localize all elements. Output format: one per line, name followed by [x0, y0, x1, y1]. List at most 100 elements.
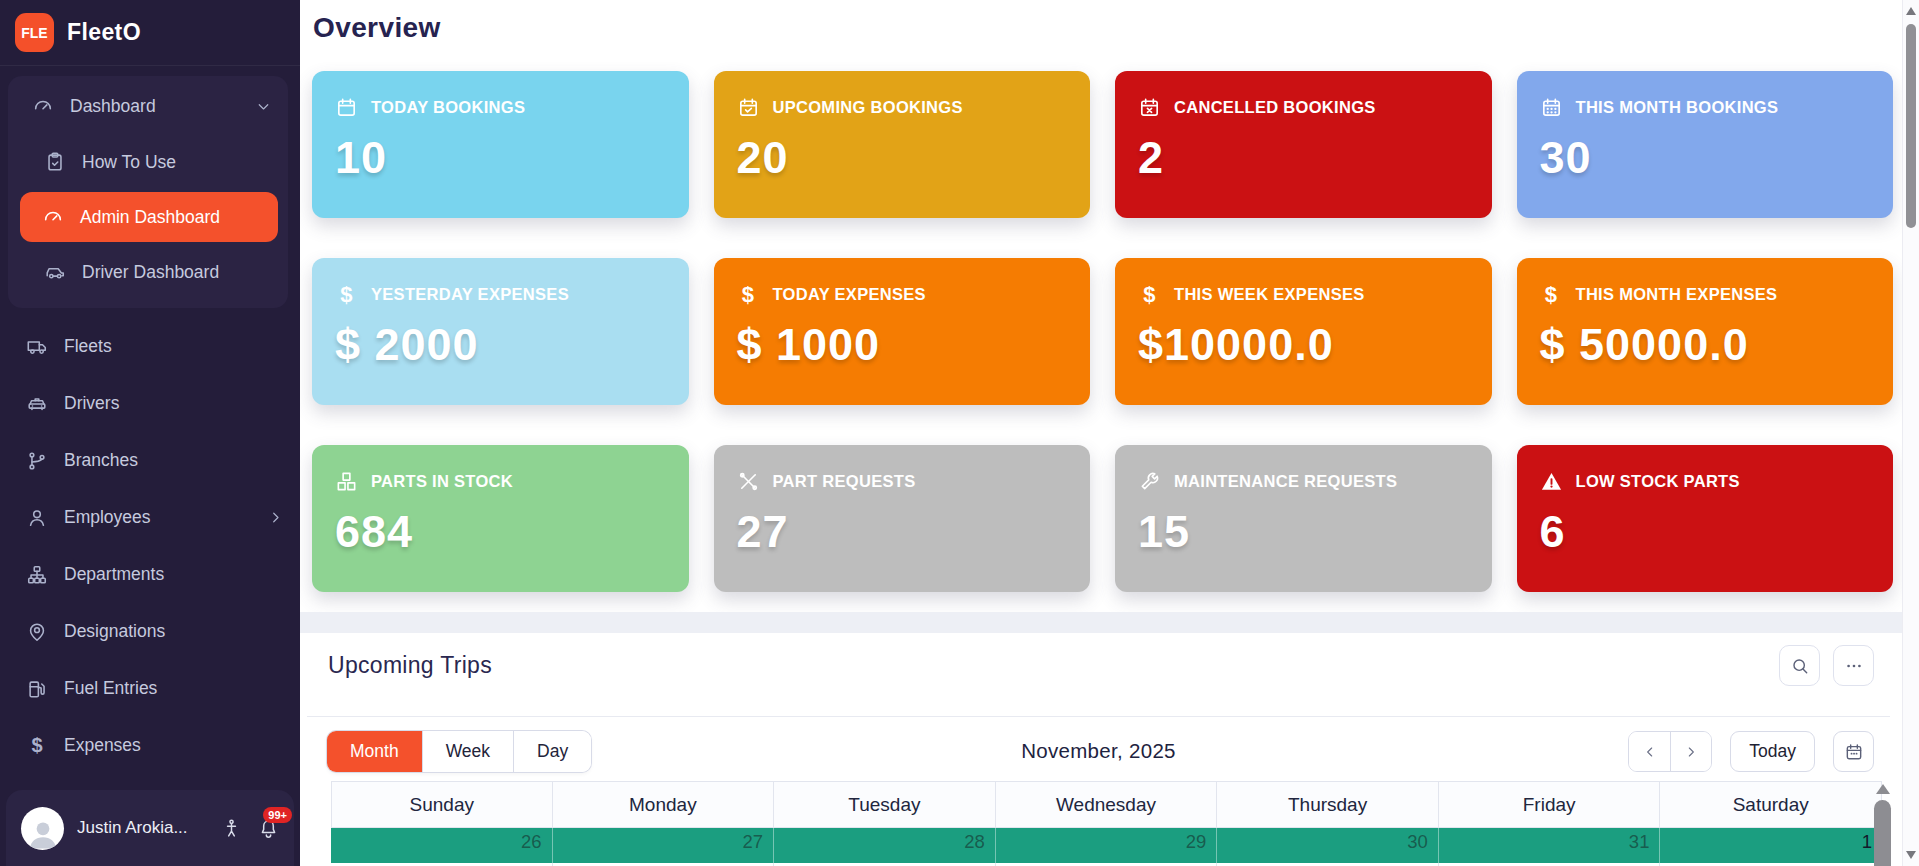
user-actions: 99+: [221, 818, 279, 839]
section-divider-band: [300, 612, 1902, 633]
card-value: 684: [335, 506, 666, 558]
sidebar: FLE FleetO Dashboard How To Use Admin Da…: [0, 0, 300, 866]
view-day-button[interactable]: Day: [513, 731, 591, 772]
dollar-icon: $: [1138, 283, 1161, 306]
org-chart-icon: [26, 564, 48, 586]
car-icon: [44, 261, 66, 283]
dollar-icon: $: [1540, 283, 1563, 306]
sidebar-item-employees[interactable]: Employees: [0, 489, 300, 546]
sidebar-item-label: Drivers: [64, 393, 284, 414]
sidebar-item-designations[interactable]: Designations: [0, 603, 300, 660]
sidebar-item-fuel-entries[interactable]: Fuel Entries: [0, 660, 300, 717]
page-scrollbar[interactable]: [1902, 0, 1919, 866]
sidebar-item-drivers[interactable]: Drivers: [0, 375, 300, 432]
card-label: MAINTENANCE REQUESTS: [1174, 472, 1397, 491]
card-value: 20: [737, 132, 1068, 184]
card-value: 2: [1138, 132, 1469, 184]
card-label: LOW STOCK PARTS: [1576, 472, 1740, 491]
trips-header-buttons: [1779, 645, 1874, 686]
calendar-picker-button[interactable]: [1833, 731, 1874, 772]
sidebar-item-label: Admin Dashboard: [80, 207, 262, 228]
sidebar-item-fleets[interactable]: Fleets: [0, 318, 300, 375]
calendar-nav-controls: Today: [1628, 731, 1874, 772]
view-week-button[interactable]: Week: [422, 731, 513, 772]
calendar-icon: [1844, 742, 1864, 762]
calendar-day-cell[interactable]: 29: [996, 828, 1218, 863]
card-value: $ 2000: [335, 319, 666, 371]
day-header: Saturday: [1660, 781, 1882, 828]
scrollbar-thumb[interactable]: [1906, 24, 1916, 228]
calendar-grid-icon: [1540, 96, 1563, 119]
card-today-expenses: $TODAY EXPENSES $ 1000: [714, 258, 1091, 405]
upcoming-trips-title: Upcoming Trips: [328, 652, 492, 679]
app-logo[interactable]: FLE: [15, 13, 54, 52]
chevron-right-icon: [267, 509, 284, 526]
sidebar-item-label: Branches: [64, 450, 284, 471]
tools-icon: [737, 470, 760, 493]
sidebar-user-panel[interactable]: Justin Arokia... 99+: [6, 790, 294, 866]
upcoming-trips-header: Upcoming Trips: [300, 633, 1902, 686]
upcoming-trips-panel: Upcoming Trips Month Week Day November, …: [300, 633, 1902, 866]
more-options-button[interactable]: [1833, 645, 1874, 686]
calendar-day-cell[interactable]: 27: [553, 828, 775, 863]
today-button[interactable]: Today: [1730, 731, 1815, 772]
search-button[interactable]: [1779, 645, 1820, 686]
scroll-up-arrow[interactable]: [1906, 7, 1916, 15]
dollar-icon: $: [737, 283, 760, 306]
main-content: Overview TODAY BOOKINGS 10 UPCOMING BOOK…: [300, 0, 1902, 866]
sidebar-item-label: Fuel Entries: [64, 678, 284, 699]
search-icon: [1790, 656, 1810, 676]
card-cancelled-bookings: CANCELLED BOOKINGS 2: [1115, 71, 1492, 218]
calendar-day-cell[interactable]: 1: [1660, 828, 1882, 863]
calendar-scrollbar[interactable]: [1872, 778, 1894, 866]
branch-icon: [26, 450, 48, 472]
card-low-stock-parts: LOW STOCK PARTS 6: [1517, 445, 1894, 592]
taxi-icon: [26, 393, 48, 415]
sidebar-item-driver-dashboard[interactable]: Driver Dashboard: [8, 244, 288, 300]
sidebar-item-how-to-use[interactable]: How To Use: [8, 134, 288, 190]
day-header: Monday: [553, 781, 775, 828]
day-header: Sunday: [331, 781, 553, 828]
sidebar-item-branches[interactable]: Branches: [0, 432, 300, 489]
avatar[interactable]: [21, 807, 64, 850]
sidebar-item-dashboard[interactable]: Dashboard: [8, 78, 288, 134]
calendar-day-cell[interactable]: 30: [1217, 828, 1439, 863]
page-title: Overview: [300, 0, 1902, 44]
sidebar-item-expenses[interactable]: $ Expenses: [0, 717, 300, 774]
prev-button[interactable]: [1629, 732, 1670, 771]
calendar-day-cell[interactable]: 26: [331, 828, 553, 863]
user-icon: [26, 507, 48, 529]
card-today-bookings: TODAY BOOKINGS 10: [312, 71, 689, 218]
scrollbar-thumb[interactable]: [1874, 800, 1891, 866]
scroll-up-arrow[interactable]: [1876, 784, 1890, 794]
accessibility-icon[interactable]: [221, 818, 242, 839]
badge-pin-icon: [26, 621, 48, 643]
card-value: 10: [335, 132, 666, 184]
calendar-check-icon: [737, 96, 760, 119]
calendar-day-header-row: Sunday Monday Tuesday Wednesday Thursday…: [331, 781, 1882, 828]
stat-cards-grid: TODAY BOOKINGS 10 UPCOMING BOOKINGS 20 C…: [312, 71, 1893, 592]
notifications-bell[interactable]: 99+: [258, 818, 279, 839]
chevron-left-icon: [1642, 744, 1658, 760]
prev-next-group: [1628, 731, 1712, 772]
card-label: PART REQUESTS: [773, 472, 916, 491]
sidebar-item-admin-dashboard[interactable]: Admin Dashboard: [20, 192, 278, 242]
scroll-down-arrow[interactable]: [1906, 851, 1916, 859]
warning-icon: [1540, 470, 1563, 493]
calendar-day-cell[interactable]: 31: [1439, 828, 1661, 863]
card-value: 6: [1540, 506, 1871, 558]
fuel-pump-icon: [26, 678, 48, 700]
app-name: FleetO: [67, 19, 141, 46]
sidebar-item-label: Employees: [64, 507, 251, 528]
card-upcoming-bookings: UPCOMING BOOKINGS 20: [714, 71, 1091, 218]
card-yesterday-expenses: $YESTERDAY EXPENSES $ 2000: [312, 258, 689, 405]
view-month-button[interactable]: Month: [327, 731, 422, 772]
notification-badge: 99+: [263, 807, 292, 823]
card-label: PARTS IN STOCK: [371, 472, 513, 491]
next-button[interactable]: [1670, 732, 1711, 771]
sidebar-item-departments[interactable]: Departments: [0, 546, 300, 603]
calendar-day-cell[interactable]: 28: [774, 828, 996, 863]
sidebar-main-items: Fleets Drivers Branches Employees: [0, 318, 300, 774]
calendar-period-title: November, 2025: [1021, 739, 1176, 763]
card-label: TODAY BOOKINGS: [371, 98, 525, 117]
